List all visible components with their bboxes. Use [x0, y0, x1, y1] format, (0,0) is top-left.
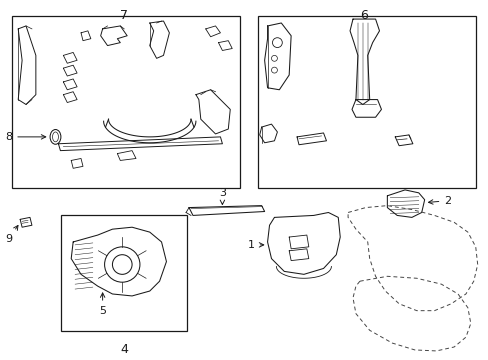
- Text: 2: 2: [427, 196, 450, 206]
- Text: 6: 6: [359, 9, 367, 22]
- Text: 4: 4: [120, 343, 128, 356]
- Bar: [257, 16, 475, 188]
- Bar: [61, 215, 187, 331]
- Text: 1: 1: [247, 240, 263, 250]
- Bar: [12, 16, 240, 188]
- Text: 9: 9: [5, 225, 18, 244]
- Text: 7: 7: [120, 9, 128, 22]
- Text: 8: 8: [5, 132, 46, 142]
- Text: 5: 5: [99, 293, 106, 316]
- Text: 3: 3: [219, 188, 225, 204]
